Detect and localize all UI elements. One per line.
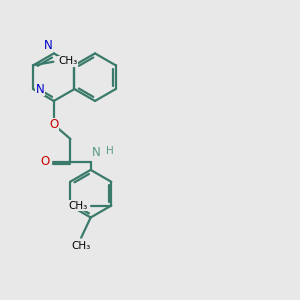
Text: O: O [40,155,50,168]
Text: N: N [36,82,44,96]
Text: CH₃: CH₃ [68,201,88,211]
Text: N: N [92,146,101,159]
Text: N: N [44,39,52,52]
Text: CH₃: CH₃ [71,241,91,251]
Text: O: O [49,118,58,131]
Text: CH₃: CH₃ [58,56,77,66]
Text: H: H [106,146,114,156]
